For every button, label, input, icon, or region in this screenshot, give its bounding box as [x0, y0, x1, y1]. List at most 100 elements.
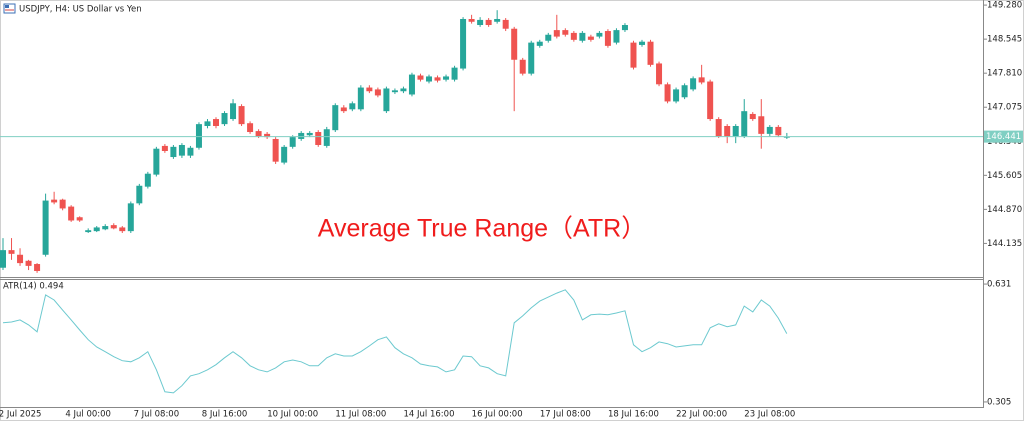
candle-body — [110, 225, 117, 229]
candle-body — [153, 148, 160, 175]
x-tick-label: 8 Jul 16:00 — [202, 410, 248, 420]
candle-body — [264, 133, 271, 138]
candle-body — [681, 85, 688, 98]
candle-body — [68, 206, 75, 221]
candle-body — [221, 113, 228, 125]
candle-body — [621, 25, 628, 31]
candle-body — [426, 76, 432, 82]
annotation: Average True Range（ATR） — [318, 215, 646, 243]
last-price-tag — [984, 130, 1023, 143]
candle-body — [724, 125, 731, 137]
candle-body — [570, 32, 577, 40]
candle-body — [383, 88, 390, 112]
candle-body — [536, 41, 543, 46]
candle-body — [519, 59, 526, 74]
x-tick-label: 18 Jul 16:00 — [608, 410, 659, 420]
candle-body — [187, 147, 194, 156]
candle-body — [59, 199, 66, 209]
x-tick-label: 2 Jul 2025 — [0, 410, 41, 420]
candle-body — [323, 129, 330, 146]
candle-body — [281, 146, 288, 163]
symbol-icon — [3, 3, 16, 14]
candle-body — [707, 81, 714, 120]
x-tick-label: 22 Jul 00:00 — [676, 410, 727, 420]
candle-body — [127, 203, 134, 232]
indicator-line — [2, 289, 788, 394]
candle-body — [664, 84, 671, 102]
x-tick-label: 7 Jul 08:00 — [134, 410, 180, 420]
candle-body — [451, 67, 458, 80]
candle-body — [161, 145, 168, 152]
candle-body — [0, 250, 6, 268]
candle-body — [460, 18, 467, 69]
candle-body — [247, 123, 254, 133]
last-price-label: 146.441 — [986, 132, 1021, 142]
y-tick-label: 148.545 — [987, 35, 1022, 45]
candle-body — [204, 121, 211, 126]
x-tick-label: 17 Jul 08:00 — [540, 410, 591, 420]
candle-body — [17, 254, 24, 264]
candle-body — [51, 199, 58, 203]
candle-body — [639, 41, 645, 45]
candle-body — [272, 138, 279, 162]
candle-body — [732, 125, 739, 137]
y-tick-label: 144.870 — [987, 205, 1022, 215]
candle-body — [93, 227, 100, 232]
candle-body — [545, 34, 552, 41]
candle-body — [673, 89, 680, 102]
candle-body — [400, 88, 407, 92]
x-tick-label: 4 Jul 00:00 — [65, 410, 111, 420]
candle-body — [195, 124, 202, 148]
candle-body — [443, 76, 450, 80]
x-tick-label: 10 Jul 00:00 — [267, 410, 318, 420]
candle-body — [119, 227, 126, 232]
candle-body — [357, 87, 364, 110]
candle-body — [298, 132, 305, 139]
candle-body — [775, 126, 782, 136]
candle-body — [562, 30, 569, 35]
candle-body — [749, 113, 756, 120]
candle-body — [374, 89, 381, 96]
x-tick-label: 16 Jul 00:00 — [472, 410, 523, 420]
candle-body — [102, 226, 109, 230]
y-tick-label: 0.631 — [987, 280, 1011, 290]
candle-body — [76, 217, 83, 221]
candle-body — [230, 103, 237, 120]
candle-body — [604, 31, 611, 46]
x-tick-label: 14 Jul 16:00 — [404, 410, 455, 420]
candle-body — [289, 137, 296, 147]
candle-body — [408, 74, 415, 95]
candle-body — [42, 200, 49, 255]
candle-body — [238, 106, 245, 125]
candle-body — [366, 87, 373, 92]
y-tick-label: 0.305 — [987, 397, 1011, 407]
candle-body — [332, 105, 339, 131]
candle-body — [758, 116, 765, 134]
candle-body — [553, 30, 560, 37]
y-tick-label: 144.135 — [987, 239, 1022, 249]
y-tick-label: 147.075 — [987, 103, 1022, 113]
chart-title: USDJPY, H4: US Dollar vs Yen — [19, 5, 142, 15]
candle-body — [85, 230, 92, 233]
candle-body — [391, 90, 398, 93]
candle-body — [340, 107, 347, 112]
candle-body — [255, 131, 262, 137]
candle-body — [494, 18, 501, 22]
candle-body — [613, 30, 620, 43]
indicator-title: ATR(14) 0.494 — [3, 282, 64, 292]
candle-body — [144, 173, 151, 187]
candle-body — [417, 75, 424, 80]
candle-body — [349, 103, 356, 110]
candle-body — [630, 42, 637, 68]
candle-body — [656, 63, 663, 85]
candle-body — [170, 146, 177, 158]
candle-body — [315, 132, 322, 145]
candle-body — [434, 77, 441, 81]
candle-body — [741, 111, 748, 137]
candle-body — [213, 119, 219, 126]
candle-body — [477, 19, 484, 26]
candle-body — [34, 264, 41, 271]
candle-body — [579, 32, 586, 41]
